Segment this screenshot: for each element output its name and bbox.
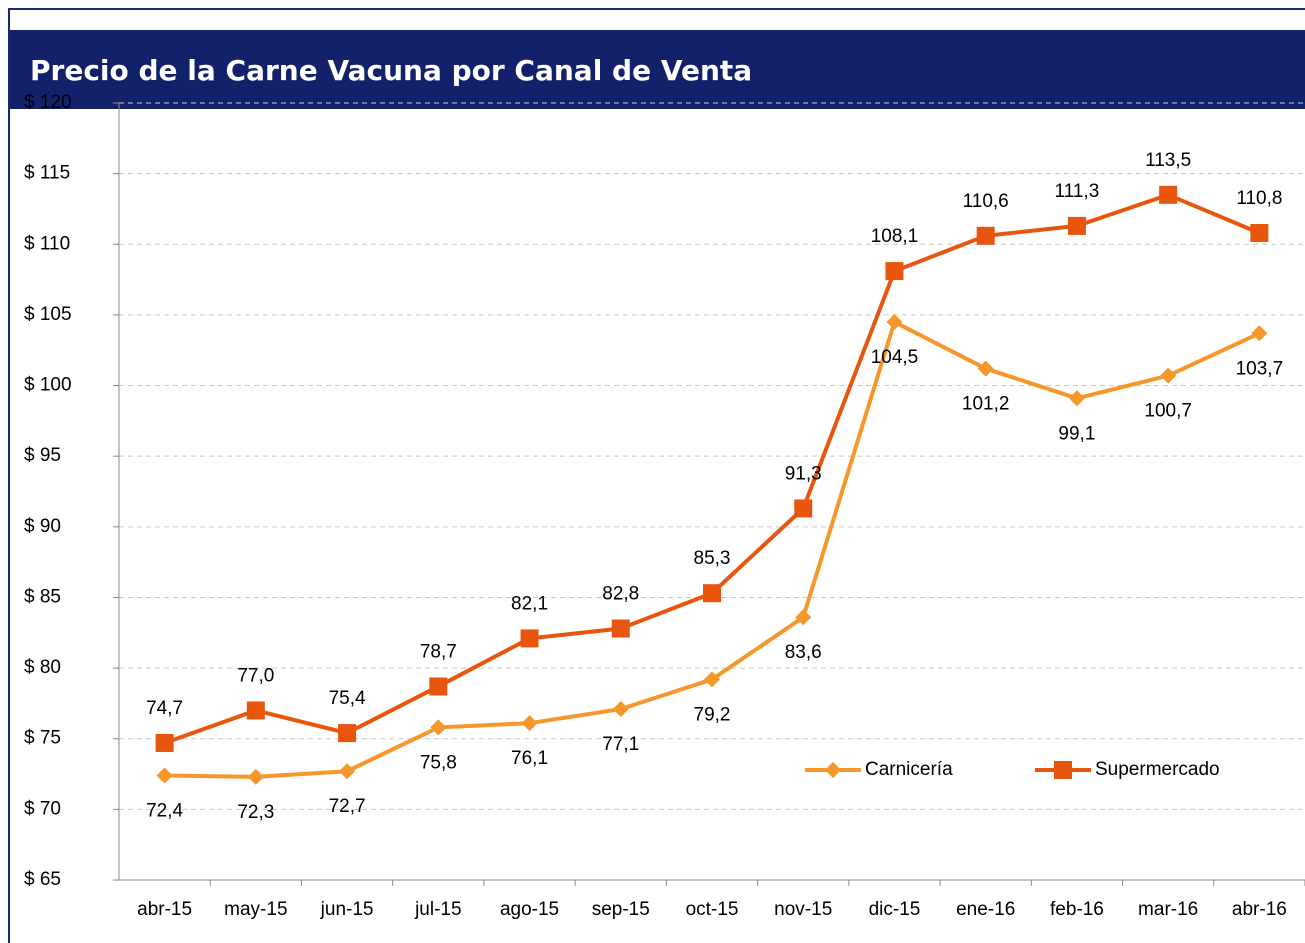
x-tick-label: oct-15 <box>686 899 739 920</box>
marker <box>1067 216 1086 235</box>
y-tick-label: $ 105 <box>24 304 72 325</box>
marker <box>977 360 994 377</box>
marker <box>976 226 995 245</box>
marker <box>429 677 448 696</box>
frame <box>8 8 1305 943</box>
marker <box>1159 185 1178 204</box>
marker <box>794 499 813 518</box>
data-label: 77,0 <box>237 665 274 686</box>
data-label: 82,1 <box>511 593 548 614</box>
data-label: 108,1 <box>871 226 919 247</box>
data-label: 85,3 <box>694 548 731 569</box>
marker <box>1250 223 1269 242</box>
data-label: 75,8 <box>420 752 457 773</box>
data-label: 110,8 <box>1236 188 1282 209</box>
marker <box>247 768 264 785</box>
y-tick-label: $ 110 <box>24 233 70 254</box>
marker <box>520 629 539 648</box>
data-label: 79,2 <box>694 704 731 725</box>
x-tick-label: mar-16 <box>1138 899 1198 920</box>
data-label: 77,1 <box>602 734 639 755</box>
x-tick-label: nov-15 <box>774 899 832 920</box>
marker <box>1054 761 1072 779</box>
x-tick-label: abr-16 <box>1232 899 1287 920</box>
y-tick-label: $ 120 <box>24 92 72 113</box>
marker <box>1068 390 1085 407</box>
title-band <box>10 30 1305 109</box>
data-label: 72,7 <box>329 796 366 817</box>
marker <box>612 701 629 718</box>
data-label: 104,5 <box>871 347 919 368</box>
legend-label: Carnicería <box>865 759 953 780</box>
y-tick-label: $ 85 <box>24 586 61 607</box>
chart-title: Precio de la Carne Vacuna por Canal de V… <box>30 54 752 87</box>
data-label: 103,7 <box>1236 358 1284 379</box>
data-label: 100,7 <box>1144 401 1192 422</box>
data-label: 82,8 <box>602 584 639 605</box>
marker <box>156 767 173 784</box>
marker <box>338 724 357 743</box>
x-tick-label: abr-15 <box>137 899 192 920</box>
marker <box>155 733 174 752</box>
data-label: 113,5 <box>1145 150 1191 171</box>
x-tick-label: jun-15 <box>320 899 374 920</box>
y-tick-label: $ 65 <box>24 869 61 890</box>
marker <box>885 262 904 281</box>
data-label: 101,2 <box>962 394 1010 415</box>
marker <box>704 671 720 688</box>
x-tick-label: dic-15 <box>869 899 921 920</box>
y-tick-label: $ 80 <box>24 657 61 678</box>
marker <box>703 584 721 603</box>
marker <box>795 609 812 626</box>
line <box>163 192 1261 745</box>
y-tick-label: $ 95 <box>24 445 61 466</box>
marker <box>339 763 356 780</box>
y-tick-label: $ 75 <box>24 728 61 749</box>
data-label: 78,7 <box>420 641 457 662</box>
x-tick-label: ene-16 <box>956 899 1015 920</box>
data-label: 99,1 <box>1058 423 1095 444</box>
data-label: 91,3 <box>785 463 822 484</box>
data-label: 75,4 <box>329 688 366 709</box>
marker <box>1251 325 1268 342</box>
data-label: 72,4 <box>146 800 183 821</box>
x-tick-label: jul-15 <box>414 899 461 920</box>
marker <box>886 313 903 330</box>
marker <box>1160 367 1177 384</box>
data-label: 76,1 <box>511 748 548 769</box>
data-label: 110,6 <box>963 191 1009 212</box>
y-tick-label: $ 90 <box>24 516 61 537</box>
x-tick-label: ago-15 <box>500 899 559 920</box>
y-tick-label: $ 70 <box>24 798 61 819</box>
x-tick-label: feb-16 <box>1050 899 1104 920</box>
data-label: 74,7 <box>146 698 183 719</box>
y-tick-label: $ 100 <box>24 375 72 396</box>
data-label: 111,3 <box>1055 181 1100 202</box>
x-tick-label: may-15 <box>224 899 287 920</box>
marker <box>611 619 630 638</box>
x-tick-label: sep-15 <box>592 899 650 920</box>
marker <box>521 715 538 732</box>
marker <box>246 701 265 720</box>
marker <box>430 719 447 736</box>
data-label: 83,6 <box>785 642 822 663</box>
legend-label: Supermercado <box>1095 759 1220 780</box>
data-label: 72,3 <box>237 802 274 823</box>
marker <box>825 762 841 778</box>
y-tick-label: $ 115 <box>24 163 70 184</box>
